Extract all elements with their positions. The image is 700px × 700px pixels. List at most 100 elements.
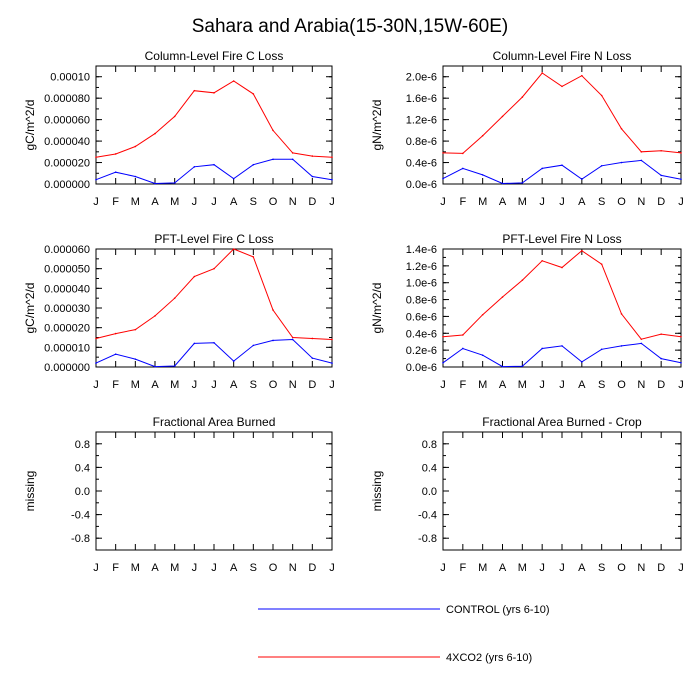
panel-6-xtick-label: D: [657, 562, 665, 574]
panel-5-title: Fractional Area Burned: [153, 415, 276, 429]
panel-2-series-1-point: [581, 178, 583, 180]
panel-2-ytick-label: 1.6e-6: [406, 93, 437, 105]
panel-2-series-1-point: [660, 174, 662, 177]
panel-2-series-2-point: [640, 151, 643, 153]
panel-4-series-1-point: [620, 345, 623, 347]
panel-2-series-2-point: [680, 152, 682, 154]
panel-3-series-2-point: [134, 328, 137, 331]
panel-1-xtick-label: J: [192, 196, 198, 208]
panel-5-xtick-label: J: [329, 562, 335, 574]
panel-6-xtick-label: S: [598, 562, 605, 574]
panel-4-xtick-label: J: [678, 379, 684, 391]
panel-6-ytick-label: -0.4: [418, 510, 437, 522]
panel-3-xtick-label: A: [230, 379, 238, 391]
panel-4-ytick-label: 1.4e-6: [406, 244, 437, 256]
panel-4-xtick-label: M: [518, 379, 527, 391]
panel-4-frame: [442, 248, 682, 368]
legend-label-2: 4XCO2 (yrs 6-10): [446, 652, 532, 664]
panel-3-series-2-point: [95, 337, 97, 340]
panel-2-xtick-label: M: [518, 196, 527, 208]
panel-1-series-2-point: [154, 132, 156, 135]
panel-3-ytick-label: 0.000010: [44, 342, 90, 354]
panel-3-xtick-label: S: [250, 379, 257, 391]
panel-4-xtick-label: J: [440, 379, 446, 391]
panel-1-series-1-point: [252, 163, 255, 166]
panel-4-series-1-point: [680, 361, 682, 364]
panel-4-series-1-point: [600, 348, 603, 351]
panel-3-series-1-point: [173, 365, 176, 367]
panel-2-series-1-point: [521, 182, 524, 184]
panel-2-series-2-point: [600, 94, 603, 97]
panel-2-series-2-point: [660, 149, 662, 152]
panel-4-ytick-label: 0.2e-6: [406, 345, 437, 357]
panel-6-frame: [442, 431, 682, 551]
panel-1-xtick-label: J: [93, 196, 99, 208]
panel-6-xtick-label: J: [559, 562, 565, 574]
panel-5-xtick-label: M: [131, 562, 140, 574]
panel-1-series-1-point: [193, 166, 196, 168]
panel-4-series-1-point: [501, 365, 504, 368]
panel-3-series-2-point: [331, 338, 333, 341]
panel-4-series-2-point: [561, 266, 563, 269]
panel-1-xtick-label: O: [269, 196, 278, 208]
panel-2-series-2-point: [481, 134, 484, 137]
panel-4-series-2-point: [620, 313, 623, 315]
panel-3-title: PFT-Level Fire C Loss: [154, 232, 273, 246]
panel-5-ytick-label: -0.4: [71, 510, 90, 522]
panel-2-series-1-point: [561, 164, 563, 167]
panel-6-xtick-label: O: [617, 562, 626, 574]
panel-1-ytick-label: 0.00010: [50, 72, 90, 84]
panel-1-ytick-label: 0.000020: [44, 158, 90, 170]
panel-5-xtick-label: A: [151, 562, 159, 574]
panel-4-series-1-point: [462, 347, 464, 350]
panel-3-ylabel: gC/m^2/d: [23, 283, 37, 334]
panel-5-ytick-label: 0.8: [75, 439, 90, 451]
panel-3-series-2-point: [291, 336, 294, 339]
panel-5-xtick-label: J: [93, 562, 99, 574]
panel-4-series-1-point: [442, 361, 444, 364]
panel-3-xtick-label: N: [289, 379, 297, 391]
panel-4-xtick-label: S: [598, 379, 605, 391]
panel-4-ytick-label: 0.6e-6: [406, 311, 437, 323]
panel-3-series-1-point: [134, 358, 137, 360]
panel-3-ytick-label: 0.000050: [44, 264, 90, 276]
panel-4-ytick-label: 1.2e-6: [406, 261, 437, 273]
panel-4-series-2-point: [640, 338, 643, 340]
panel-2-series-2-point: [501, 115, 504, 118]
panel-5-xtick-label: J: [211, 562, 217, 574]
panel-1-xtick-label: J: [329, 196, 335, 208]
panel-4-series-1-point: [541, 347, 543, 350]
panel-3-series-2-point: [213, 267, 215, 270]
panel-3-series-1-point: [331, 362, 333, 364]
panel-2-series-1-point: [481, 174, 484, 176]
panel-2-series-1-point: [442, 177, 444, 180]
panel-1-series-1-point: [213, 163, 215, 166]
panel-6-xtick-label: M: [478, 562, 487, 574]
panel-4-xtick-label: A: [499, 379, 507, 391]
panel-4-series-2-point: [541, 260, 543, 262]
panel-2-title: Column-Level Fire N Loss: [493, 49, 632, 63]
panel-2-series-2-point: [442, 152, 444, 154]
panel-6-xtick-label: J: [539, 562, 545, 574]
panel-3-xtick-label: J: [192, 379, 198, 391]
panel-5-ytick-label: 0.4: [75, 462, 90, 474]
panel-5-xtick-label: M: [170, 562, 179, 574]
panel-4-xtick-label: F: [459, 379, 466, 391]
panel-4-series-2-point: [521, 279, 524, 281]
panel-4-series-1-point: [660, 357, 662, 360]
panel-1-series-2-point: [291, 152, 294, 154]
panel-4-series-2-point: [442, 335, 444, 338]
panel-3-xtick-label: J: [93, 379, 99, 391]
panel-1-series-2-point: [134, 145, 137, 148]
panel-2-ylabel: gN/m^2/d: [370, 100, 384, 151]
panel-1-series-2-point: [311, 155, 314, 157]
panel-4-xtick-label: D: [657, 379, 665, 391]
panel-6-ytick-label: 0.4: [422, 462, 437, 474]
panel-6-ylabel: missing: [370, 471, 384, 512]
panel-4-ytick-label: 1.0e-6: [406, 278, 437, 290]
panel-3-series-2-point: [311, 337, 314, 340]
panel-2-xtick-label: A: [578, 196, 586, 208]
panel-2-xtick-label: D: [657, 196, 665, 208]
